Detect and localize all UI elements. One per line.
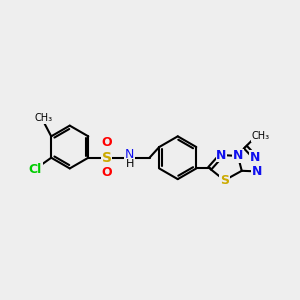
Text: O: O [101,136,112,149]
Text: CH₃: CH₃ [251,131,269,141]
Text: S: S [220,174,229,187]
Text: N: N [125,148,134,161]
Text: N: N [216,148,227,162]
Text: H: H [125,159,134,169]
Text: N: N [252,165,262,178]
Text: Cl: Cl [29,163,42,176]
Text: CH₃: CH₃ [34,113,52,124]
Text: N: N [250,151,260,164]
Text: O: O [101,166,112,179]
Text: S: S [102,151,112,165]
Text: N: N [233,149,243,162]
